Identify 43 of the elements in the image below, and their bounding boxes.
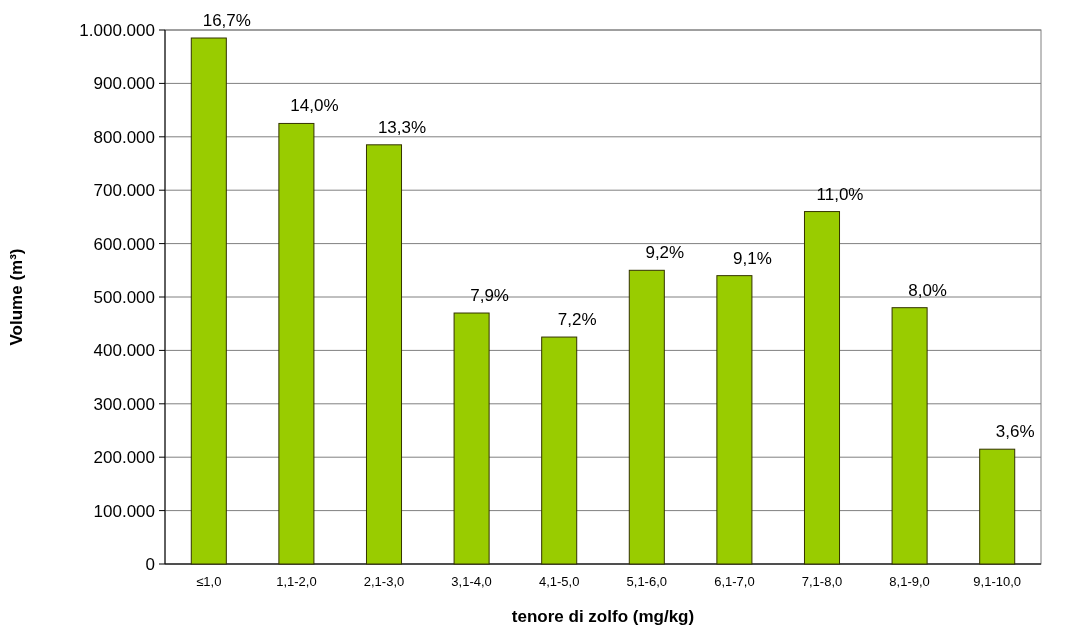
bar	[716, 275, 753, 565]
annotation: 16,7%	[202, 11, 251, 31]
x-tick-label: 6,1-7,0	[714, 574, 755, 589]
x-tick-label: 8,1-9,0	[889, 574, 930, 589]
bar	[453, 312, 490, 565]
bar	[979, 448, 1016, 565]
x-tick-label: 4,1-5,0	[538, 574, 580, 589]
bar	[541, 336, 578, 565]
x-tick-label: ≤1,0	[196, 574, 222, 589]
annotation: 3,6%	[995, 422, 1035, 442]
y-tick-label: 200.000	[93, 448, 155, 468]
bar	[628, 269, 665, 565]
x-tick-label: 5,1-6,0	[626, 574, 668, 589]
annotation: 7,9%	[470, 286, 509, 306]
y-tick-label: 600.000	[93, 234, 155, 254]
y-tick-label: 700.000	[93, 181, 155, 201]
x-tick-label: 7,1-8,0	[801, 574, 843, 589]
x-tick-label: 3,1-4,0	[451, 574, 492, 589]
annotation: 9,1%	[733, 248, 772, 268]
bar	[190, 37, 227, 565]
y-tick-label: 400.000	[93, 341, 155, 361]
bar	[803, 211, 841, 565]
y-tick-label: 300.000	[93, 394, 155, 414]
bar	[891, 307, 928, 565]
annotation: 14,0%	[290, 96, 339, 116]
x-tick-label: 2,1-3,0	[363, 574, 405, 589]
y-tick-label: 0	[145, 554, 155, 574]
x-tick-label: 1,1-2,0	[276, 574, 317, 589]
annotation: 9,2%	[645, 243, 685, 263]
x-axis-title: tenore di zolfo (mg/kg)	[511, 607, 695, 626]
y-tick-label: 1.000.000	[79, 20, 155, 40]
y-axis-title: Volume (m³)	[7, 248, 26, 346]
y-tick-label: 800.000	[93, 127, 155, 147]
x-tick-label: 9,1-10,0	[973, 574, 1022, 589]
y-tick-label: 500.000	[93, 287, 155, 307]
annotation: 11,0%	[816, 184, 864, 204]
y-tick-label: 100.000	[93, 501, 155, 521]
bar	[365, 144, 403, 565]
annotation: 13,3%	[377, 117, 427, 137]
annotation: 8,0%	[908, 280, 947, 300]
y-tick-label: 900.000	[93, 74, 155, 94]
annotation: 7,2%	[557, 310, 597, 330]
bar	[278, 122, 315, 565]
